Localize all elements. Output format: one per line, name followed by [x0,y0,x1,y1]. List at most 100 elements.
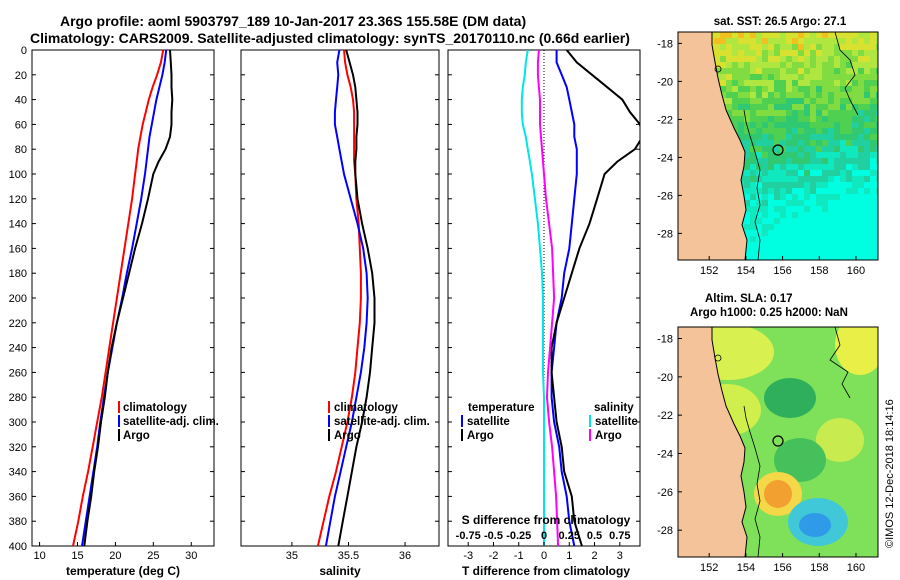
salinity-axis-label: salinity [319,564,361,578]
sst-cell [828,122,834,128]
sst-cell [798,92,804,98]
sst-cell [822,68,828,74]
sst-cell [744,74,750,80]
sst-cell [822,146,828,152]
sst-cell [744,38,750,44]
x-tick-label: 25 [147,550,159,562]
sst-cell [870,230,876,236]
sst-cell [852,62,858,68]
sst-cell [804,104,810,110]
sst-cell [768,110,774,116]
sst-cell [864,104,870,110]
sst-cell [768,128,774,134]
sst-cell [786,110,792,116]
sst-cell [864,170,870,176]
sst-cell [822,158,828,164]
sst-cell [732,56,738,62]
sst-cell [798,200,804,206]
sst-cell [846,134,852,140]
sst-cell [756,92,762,98]
sst-cell [774,110,780,116]
sst-cell [840,98,846,104]
sst-cell [876,200,878,206]
sst-cell [816,242,822,248]
sst-cell [810,242,816,248]
sst-cell [858,212,864,218]
sst-cell [756,146,762,152]
sst-cell [744,56,750,62]
s-diff-tick-label: 0 [541,530,547,542]
t-difference-axis-label: T difference from climatology [462,564,630,578]
sst-cell [840,74,846,80]
sst-cell [816,206,822,212]
sst-cell [864,128,870,134]
sst-cell [768,134,774,140]
sst-cell [756,80,762,86]
sst-cell [852,92,858,98]
sst-cell [876,80,878,86]
sst-cell [858,56,864,62]
sst-cell [810,44,816,50]
series-line-temperature-argo [550,50,640,546]
sst-cell [816,188,822,194]
sst-cell [846,116,852,122]
sla-contour-ring [714,354,722,362]
sst-cell [846,122,852,128]
sst-map-frame [677,31,879,261]
sla-map-frame [677,326,879,558]
sst-cell [828,38,834,44]
sst-cell [780,188,786,194]
sst-cell [792,86,798,92]
sst-cell [762,50,768,56]
sst-cell [810,122,816,128]
sst-cell [864,140,870,146]
sst-cell [720,80,726,86]
s-diff-tick-label: -0.75 [456,530,481,542]
sst-cell [780,212,786,218]
sst-cell [768,170,774,176]
sst-cell [744,116,750,122]
sst-cell [750,248,756,254]
s-difference-axis-label: S difference from climatology [462,513,631,527]
sst-cell [750,176,756,182]
sst-cell [744,194,750,200]
sst-cell [804,92,810,98]
sst-cell [768,152,774,158]
sst-cell [792,38,798,44]
sst-cell [750,68,756,74]
map-x-tick-label: 152 [700,562,718,574]
sst-cell [786,212,792,218]
sst-cell [798,146,804,152]
sst-cell [768,32,774,38]
sst-cell [816,80,822,86]
sst-cell [822,74,828,80]
sst-cell [858,80,864,86]
sst-cell [834,44,840,50]
sst-cell [774,44,780,50]
sst-cell [804,128,810,134]
sst-cell [732,116,738,122]
sst-cell [864,56,870,62]
sst-cell [720,56,726,62]
sst-cell [840,80,846,86]
sst-cell [792,68,798,74]
sst-cell [756,158,762,164]
sst-cell [834,206,840,212]
sst-cell [870,236,876,242]
sst-cell [876,182,878,188]
sst-cell [756,236,762,242]
sst-cell [774,98,780,104]
sst-cell [858,164,864,170]
sst-cell [798,62,804,68]
sst-cell [756,110,762,116]
depth-tick-label: 320 [9,442,27,454]
sst-cell [762,122,768,128]
sst-cell [864,248,870,254]
sst-cell [798,236,804,242]
sst-cell [852,158,858,164]
sst-cell [810,194,816,200]
sst-cell [876,98,878,104]
sst-cell [762,152,768,158]
sst-cell [774,92,780,98]
sst-cell [768,158,774,164]
